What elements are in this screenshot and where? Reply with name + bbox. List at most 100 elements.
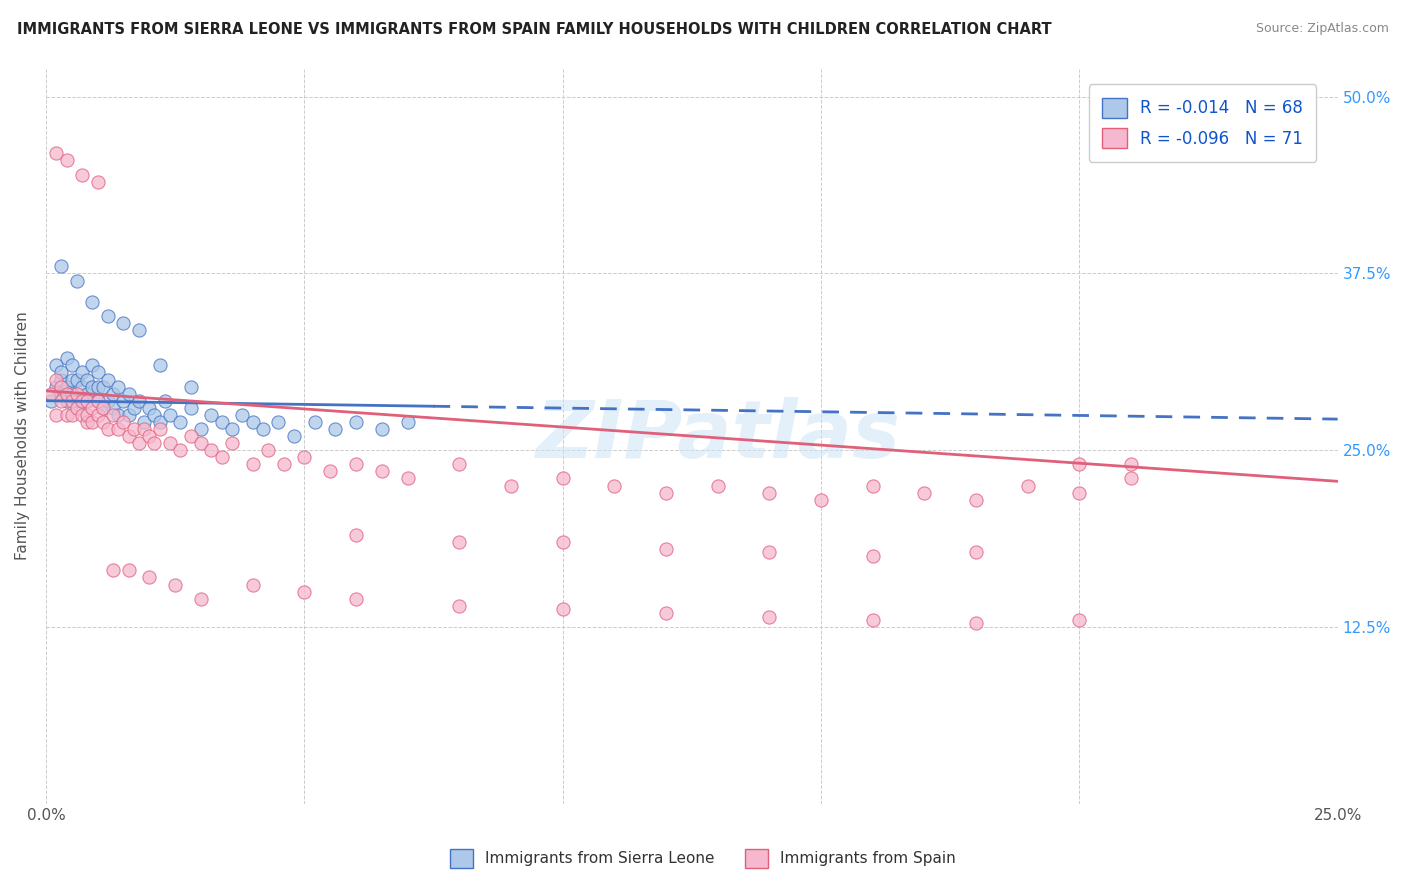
Point <box>55 379 77 393</box>
Point <box>60 393 83 408</box>
Point <box>51 366 73 380</box>
Text: Source: ZipAtlas.com: Source: ZipAtlas.com <box>1256 22 1389 36</box>
Point <box>758 485 780 500</box>
Point <box>39 386 62 401</box>
Point <box>76 408 98 422</box>
Point <box>86 366 108 380</box>
Point <box>117 563 139 577</box>
Point <box>1069 485 1091 500</box>
Point <box>242 577 264 591</box>
Point <box>107 379 129 393</box>
Point <box>128 393 150 408</box>
Point <box>55 351 77 366</box>
Point <box>165 577 187 591</box>
Point <box>138 401 160 415</box>
Point <box>344 591 367 606</box>
Point <box>912 485 935 500</box>
Point <box>499 478 522 492</box>
Point <box>91 401 114 415</box>
Point <box>134 422 156 436</box>
Point <box>344 415 367 429</box>
Point <box>112 316 135 330</box>
Point <box>134 415 156 429</box>
Point <box>66 386 89 401</box>
Point <box>97 422 120 436</box>
Point <box>55 153 77 168</box>
Point <box>396 471 419 485</box>
Point <box>283 429 305 443</box>
Legend: R = -0.014   N = 68, R = -0.096   N = 71: R = -0.014 N = 68, R = -0.096 N = 71 <box>1088 84 1316 161</box>
Point <box>257 443 280 458</box>
Point <box>101 563 124 577</box>
Point <box>138 429 160 443</box>
Point <box>45 408 67 422</box>
Point <box>655 485 678 500</box>
Point <box>344 528 367 542</box>
Point <box>200 408 222 422</box>
Point <box>128 323 150 337</box>
Point <box>82 379 104 393</box>
Point <box>143 408 166 422</box>
Point <box>70 408 93 422</box>
Point <box>211 415 233 429</box>
Point <box>603 478 626 492</box>
Point <box>55 393 77 408</box>
Point <box>97 309 120 323</box>
Point <box>45 359 67 373</box>
Point <box>396 415 419 429</box>
Point <box>66 372 89 386</box>
Point <box>190 591 212 606</box>
Point <box>112 415 135 429</box>
Point <box>86 393 108 408</box>
Point <box>551 535 574 549</box>
Point <box>76 415 98 429</box>
Point <box>122 401 145 415</box>
Point <box>200 443 222 458</box>
Point <box>449 599 471 613</box>
Point <box>128 436 150 450</box>
Point <box>51 393 73 408</box>
Point <box>51 372 73 386</box>
Point <box>60 359 83 373</box>
Point <box>76 393 98 408</box>
Point <box>91 401 114 415</box>
Point <box>97 372 120 386</box>
Point <box>107 408 129 422</box>
Point <box>323 422 346 436</box>
Point <box>86 393 108 408</box>
Point <box>292 450 315 465</box>
Point <box>242 458 264 472</box>
Point <box>180 429 202 443</box>
Point <box>107 422 129 436</box>
Point <box>1119 471 1142 485</box>
Point <box>1069 458 1091 472</box>
Point <box>862 549 884 564</box>
Point <box>55 408 77 422</box>
Point <box>60 408 83 422</box>
Point <box>655 606 678 620</box>
Point <box>758 610 780 624</box>
Point <box>149 359 172 373</box>
Point <box>45 372 67 386</box>
Point <box>965 545 987 559</box>
Point <box>60 372 83 386</box>
Point <box>344 458 367 472</box>
Point <box>1119 458 1142 472</box>
Point <box>82 294 104 309</box>
Legend: Immigrants from Sierra Leone, Immigrants from Spain: Immigrants from Sierra Leone, Immigrants… <box>437 837 969 880</box>
Point <box>551 471 574 485</box>
Point <box>1069 613 1091 627</box>
Point <box>70 379 93 393</box>
Point <box>60 386 83 401</box>
Point <box>371 464 394 478</box>
Point <box>122 422 145 436</box>
Point <box>706 478 728 492</box>
Point <box>169 415 191 429</box>
Point <box>319 464 342 478</box>
Point <box>965 615 987 630</box>
Point <box>76 386 98 401</box>
Point <box>221 422 243 436</box>
Point <box>371 422 394 436</box>
Point <box>101 401 124 415</box>
Point <box>304 415 326 429</box>
